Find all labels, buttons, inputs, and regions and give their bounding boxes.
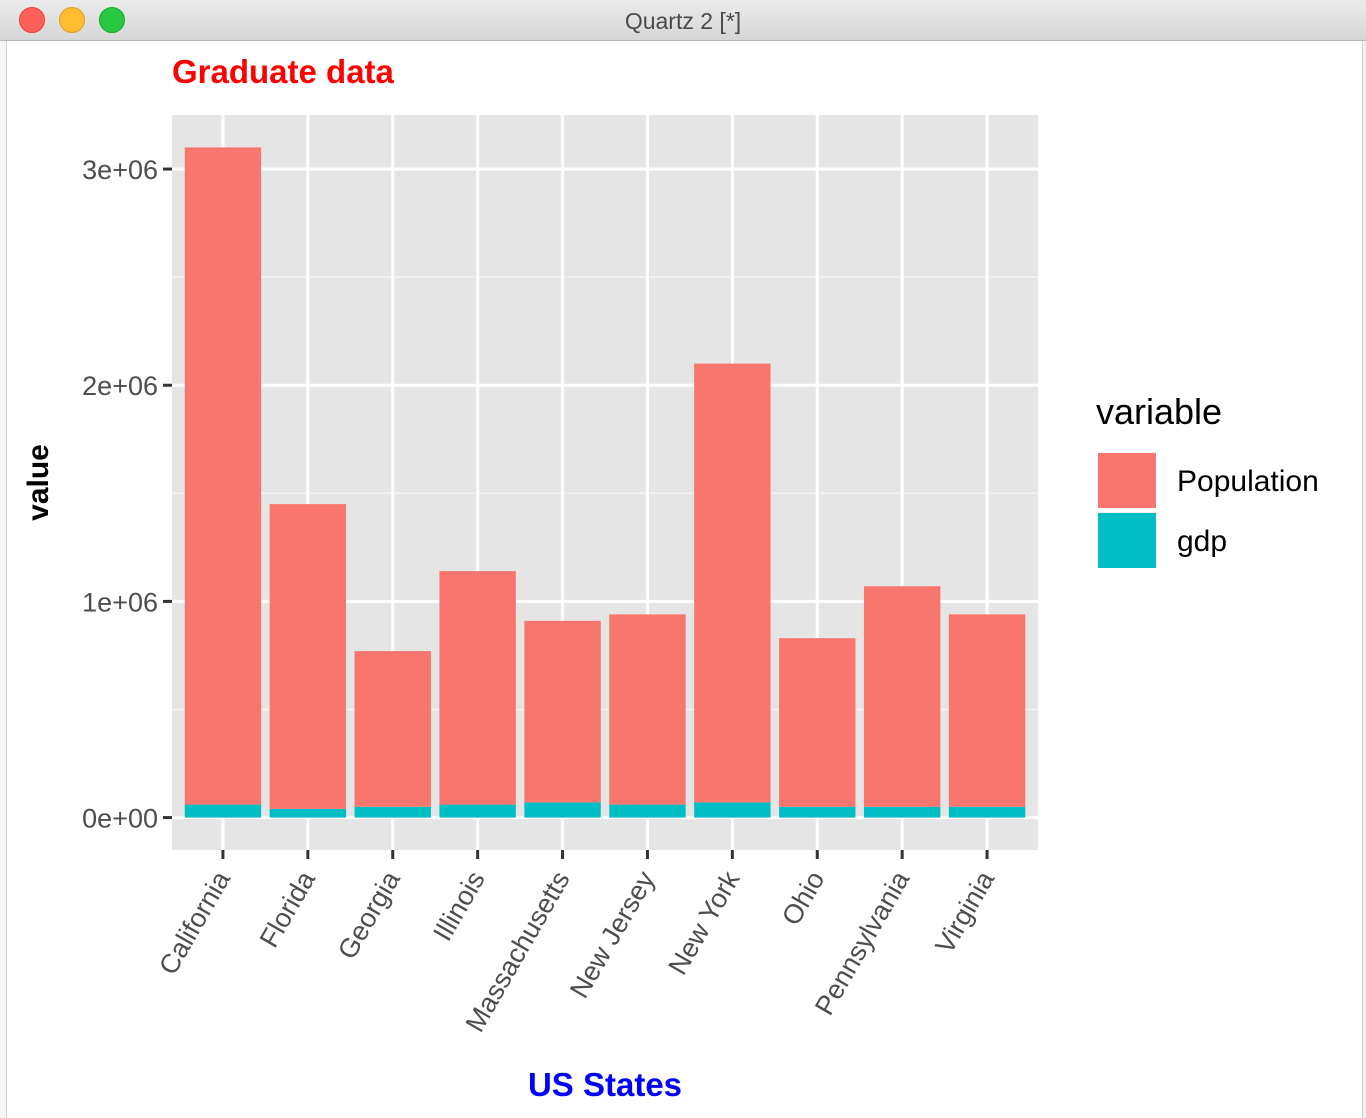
y-axis-label: value bbox=[22, 444, 55, 521]
legend-title: variable bbox=[1096, 391, 1222, 432]
chart-canvas: Graduate data 0e+00 1e+06 2e+06 3e+06 Calif… bbox=[22, 53, 1319, 1103]
bar-gdp-georgia bbox=[354, 806, 431, 818]
chart-title: Graduate data bbox=[172, 53, 395, 90]
minimize-window-button[interactable] bbox=[59, 7, 85, 33]
bar-population-illinois bbox=[439, 571, 516, 805]
bar-gdp-california bbox=[184, 804, 262, 818]
left-window-edge bbox=[0, 41, 7, 1118]
bar-gdp-florida bbox=[269, 808, 347, 818]
x-tick-label: Florida bbox=[254, 865, 322, 952]
bar-population-ohio bbox=[779, 638, 856, 807]
y-tick-label: 2e+06 bbox=[82, 371, 158, 401]
legend-label-population: Population bbox=[1177, 465, 1319, 498]
bar-gdp-pennsylvania bbox=[863, 806, 941, 818]
y-tick-label: 0e+00 bbox=[82, 804, 158, 834]
bar-gdp-new-jersey bbox=[609, 804, 686, 818]
bar-gdp-massachusetts bbox=[524, 802, 601, 818]
right-window-edge bbox=[1362, 41, 1366, 1118]
window-titlebar[interactable]: Quartz 2 [*] bbox=[0, 0, 1366, 41]
x-axis-label: US States bbox=[528, 1066, 682, 1103]
bar-gdp-virginia bbox=[948, 806, 1026, 818]
legend-swatch-gdp bbox=[1098, 513, 1156, 568]
y-tick-label: 3e+06 bbox=[82, 155, 158, 185]
legend-swatch-population bbox=[1098, 453, 1156, 508]
bar-population-new-york bbox=[694, 363, 771, 803]
bar-population-massachusetts bbox=[524, 620, 601, 803]
x-axis: California Florida Georgia IllinoisMassachu… bbox=[153, 850, 1001, 1037]
bar-gdp-new-york bbox=[694, 802, 771, 818]
x-tick-label: Georgia bbox=[332, 865, 407, 964]
y-axis: 0e+00 1e+06 2e+06 3e+06 bbox=[82, 155, 172, 834]
bar-population-florida bbox=[269, 504, 347, 809]
window-title: Quartz 2 [*] bbox=[624, 8, 742, 34]
close-window-button[interactable] bbox=[19, 7, 45, 33]
x-tick-label: New Jersey bbox=[564, 866, 661, 1004]
legend: variable Population gdp bbox=[1096, 391, 1319, 568]
x-tick-label: Illinois bbox=[427, 866, 490, 946]
x-tick-label: New York bbox=[663, 866, 746, 980]
x-tick-label: Ohio bbox=[776, 866, 831, 930]
bar-gdp-illinois bbox=[439, 804, 516, 818]
y-tick-label: 1e+06 bbox=[82, 587, 158, 617]
bar-population-georgia bbox=[354, 651, 431, 807]
x-tick-label: California bbox=[153, 865, 236, 980]
bar-population-virginia bbox=[948, 614, 1026, 807]
x-tick-label: Virginia bbox=[929, 865, 1000, 958]
bar-series bbox=[184, 147, 1026, 818]
legend-label-gdp: gdp bbox=[1177, 525, 1227, 558]
bar-population-california bbox=[184, 147, 262, 805]
bar-population-new-jersey bbox=[609, 614, 686, 805]
bar-population-pennsylvania bbox=[863, 586, 941, 807]
bar-gdp-ohio bbox=[779, 806, 856, 818]
zoom-window-button[interactable] bbox=[99, 7, 125, 33]
